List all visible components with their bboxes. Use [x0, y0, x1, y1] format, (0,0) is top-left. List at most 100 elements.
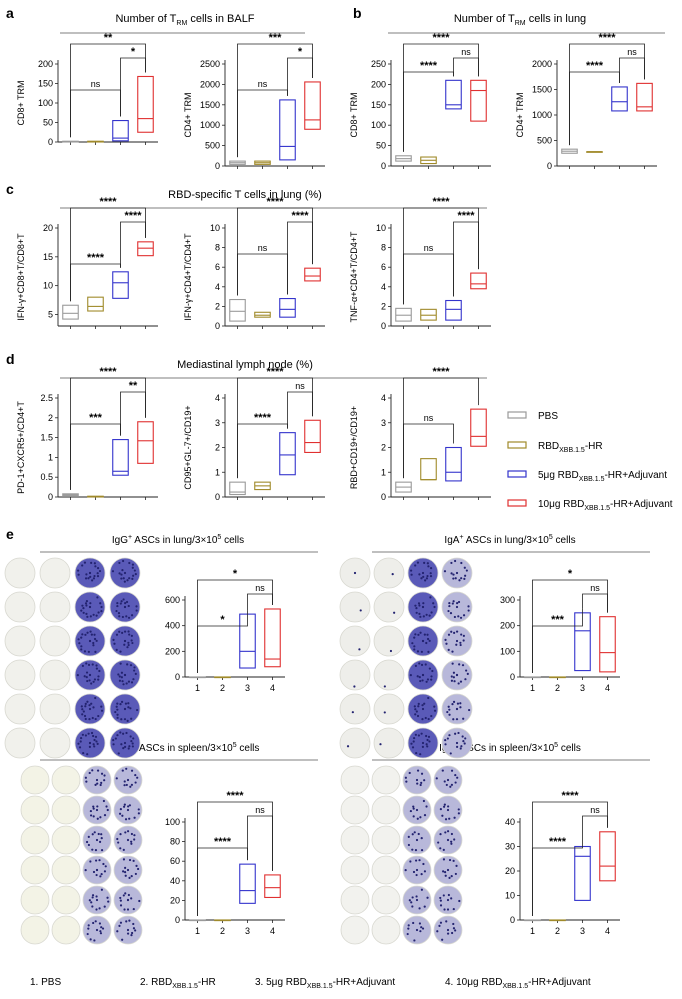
spot: [128, 745, 131, 748]
spot: [124, 602, 127, 605]
spot: [446, 737, 449, 740]
legend-item-adj5: 5μg RBDXBB.1.5-HR+Adjuvant: [507, 470, 667, 483]
spot: [420, 888, 423, 891]
spot: [462, 639, 465, 642]
spot: [95, 838, 99, 842]
significance-label: ***: [551, 614, 565, 626]
spot: [462, 614, 466, 617]
spot: [96, 567, 100, 570]
spot: [116, 716, 119, 719]
spot: [131, 742, 134, 745]
spot: [408, 771, 411, 775]
spot: [410, 742, 413, 745]
well: [20, 765, 50, 795]
spot: [462, 717, 465, 720]
y-tick-label: 1000: [200, 120, 220, 130]
spot: [425, 680, 428, 683]
significance-bracket: [120, 391, 146, 436]
spot: [95, 908, 98, 911]
spot: [455, 571, 459, 575]
spot: [416, 650, 420, 653]
spot: [130, 783, 134, 786]
spot: [100, 849, 104, 852]
significance-bracket: [70, 377, 146, 490]
y-tick-label: 20: [505, 866, 515, 876]
spot: [116, 734, 119, 737]
spot: [130, 934, 133, 937]
spot: [127, 706, 130, 709]
spot: [123, 741, 127, 745]
spot: [101, 927, 105, 930]
well: [39, 625, 71, 657]
spot: [429, 575, 433, 578]
spot: [80, 705, 83, 708]
y-axis-label: PD-1+CXCR5+/CD4+T: [16, 401, 26, 494]
spot: [90, 901, 93, 904]
y-tick-label: 0.5: [40, 472, 53, 482]
spot: [415, 710, 418, 713]
spot: [414, 708, 417, 711]
spot: [419, 679, 422, 683]
spot: [131, 577, 134, 580]
spot: [95, 873, 98, 877]
spot: [456, 602, 459, 605]
well: [39, 557, 71, 589]
chart-d2: 0 1 2 3 4 CD95+GL-7+/CD19+ **** **** ns: [183, 366, 325, 502]
spot: [427, 650, 430, 653]
spot: [444, 874, 447, 877]
spot: [136, 708, 139, 712]
spot: [118, 679, 122, 682]
well: [339, 591, 371, 623]
y-tick-label: 600: [165, 595, 180, 605]
spot: [127, 680, 131, 683]
spot: [448, 601, 451, 605]
spot: [88, 741, 92, 745]
y-tick-label: 6: [215, 262, 220, 272]
significance-label: ns: [424, 413, 434, 423]
spot: [117, 612, 121, 615]
spot: [95, 808, 99, 812]
spot: [450, 561, 453, 565]
spot: [459, 616, 463, 619]
box-group-1: [229, 481, 246, 496]
well: [51, 825, 81, 855]
spot: [414, 604, 417, 607]
significance-label: ns: [258, 243, 268, 253]
spot: [444, 831, 447, 834]
spot: [124, 818, 128, 821]
spot: [411, 896, 414, 899]
spot: [446, 908, 450, 911]
box-group-4: [264, 608, 281, 668]
spot: [128, 919, 131, 922]
well: [4, 557, 36, 589]
spot: [424, 579, 427, 582]
significance-bracket: [403, 423, 454, 479]
y-tick-label: 8: [381, 243, 386, 253]
spot: [87, 835, 90, 838]
significance-bracket: [403, 207, 479, 305]
chart-f2: 0 10 20 30 40 1 2 3 4 **** **** ns: [505, 790, 620, 936]
spot: [132, 927, 136, 930]
box-group-4: [599, 831, 616, 882]
box-group-3: [279, 298, 296, 318]
spot: [87, 732, 90, 735]
y-tick-label: 0: [547, 161, 552, 171]
y-tick-label: 2.5: [40, 393, 53, 403]
significance-label: ****: [124, 210, 142, 222]
spot: [446, 808, 450, 812]
spot: [85, 671, 89, 674]
y-tick-label: 500: [537, 136, 552, 146]
spot: [86, 615, 89, 618]
spot: [95, 895, 98, 898]
spot: [94, 717, 97, 721]
spot: [96, 572, 99, 575]
chart-c3: 0 2 4 6 8 10 TNF-α+CD4+T/CD4+T **** ns ****: [349, 196, 491, 331]
significance-label: ns: [91, 79, 101, 89]
spot: [98, 907, 101, 910]
spot: [450, 840, 453, 843]
spot: [130, 740, 133, 743]
spot: [379, 743, 382, 746]
significance-bracket: [532, 842, 583, 916]
y-tick-label: 15: [43, 252, 53, 262]
well: [4, 659, 36, 691]
